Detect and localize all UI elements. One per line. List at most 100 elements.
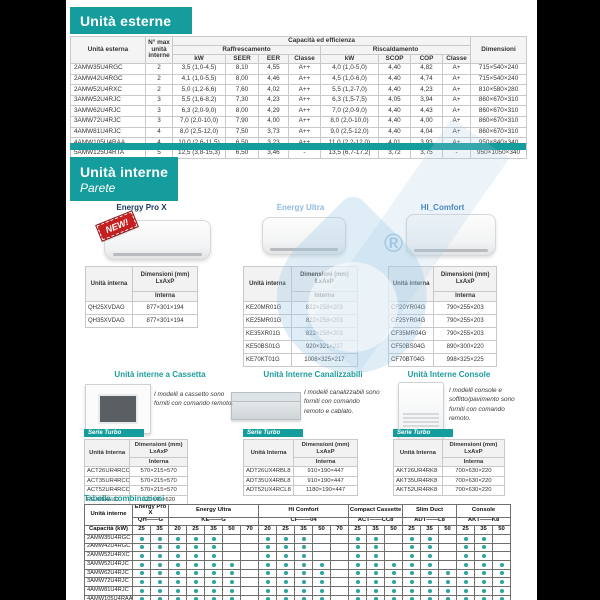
combos-cell: [384, 559, 404, 570]
compatibility-dot-icon: [319, 580, 324, 585]
compatibility-dot-icon: [499, 562, 504, 567]
combos-cell: [258, 577, 278, 587]
table-cell: A++: [288, 84, 321, 96]
wall-unit-vent: [269, 248, 339, 251]
combos-cell: [150, 568, 169, 579]
combos-cell: [258, 551, 278, 561]
table-cell: 3AMW62U4RJC: [70, 105, 146, 117]
compatibility-dot-icon: [229, 562, 234, 567]
compatibility-dot-icon: [481, 597, 486, 600]
combos-table-body: 2AMW35U4RGC 2AMW42U4RGC 2AMW52U4RXC 3AMW52U…: [84, 533, 512, 600]
compatibility-dot-icon: [391, 597, 396, 600]
energy-ultra-unit-image: [262, 217, 346, 255]
compatibility-dot-icon: [265, 554, 270, 559]
compatibility-dot-icon: [175, 562, 180, 567]
compatibility-dot-icon: [157, 545, 162, 550]
energy-pro-x-table-body: QH25XVDAG 877×301×194 QH35XVDAG 877×301×194: [84, 301, 198, 328]
combos-cell: [474, 542, 494, 553]
combos-cell: [294, 585, 314, 596]
combos-row-label: 4AMW81U4RJC: [84, 585, 133, 596]
table-row: ACT35UR4RCC8 570×215×570: [83, 475, 188, 486]
table-cell: ADT52UX4RCL8: [242, 485, 295, 496]
combos-row: 3AMW52U4RJC: [84, 559, 512, 570]
compatibility-dot-icon: [481, 545, 486, 550]
compatibility-dot-icon: [463, 571, 468, 576]
table-cell: 1008×325×217: [290, 353, 359, 367]
compatibility-dot-icon: [463, 554, 468, 559]
combos-cell: [402, 577, 422, 587]
combos-cell: [348, 542, 368, 553]
col-header-interna: Interna: [290, 291, 359, 302]
combos-capacity-header: 35: [150, 524, 169, 535]
compatibility-dot-icon: [265, 588, 270, 593]
combos-cell: [294, 577, 314, 587]
compatibility-dot-icon: [139, 545, 144, 550]
table-row: AKT52UR4RK8 700×630×220: [393, 485, 506, 496]
combos-cell: [330, 559, 350, 570]
table-cell: 4,0 (1,0-5,0): [320, 63, 379, 75]
combos-capacity-header: 35: [366, 524, 386, 535]
table-cell: ACT35UR4RCC8: [83, 475, 131, 486]
compatibility-dot-icon: [139, 571, 144, 576]
table-cell: 822×258×203: [290, 327, 359, 341]
compatibility-dot-icon: [409, 588, 414, 593]
combos-cell: [239, 568, 260, 579]
col-header-indoor-unit: Unità interna: [84, 266, 134, 302]
compatibility-dot-icon: [301, 554, 306, 559]
compatibility-dot-icon: [481, 588, 486, 593]
compatibility-dot-icon: [283, 597, 288, 600]
compatibility-dot-icon: [211, 571, 216, 576]
table-cell: QH25XVDAG: [84, 301, 134, 315]
col-header-kw-heat: kW: [320, 54, 379, 64]
table-cell: 4,40: [378, 115, 411, 128]
table-row: ACT26UR4RCC8 570×215×570: [83, 466, 188, 477]
table-cell: CF50BS04G: [387, 340, 435, 354]
energy-ultra-table-body: KE20MR01G 822×258×203 KE25MR01G 822×258×203…: [243, 301, 359, 367]
compatibility-dot-icon: [211, 580, 216, 585]
combos-cell: [239, 542, 260, 553]
table-row: 4AMW81U4RJC 4 8,0 (2,5-12,0) 7,50 3,73 A++ 9,0…: [70, 126, 528, 139]
table-cell: 4,40: [378, 126, 411, 139]
compatibility-dot-icon: [445, 588, 450, 593]
combos-cell: [132, 577, 151, 587]
table-row: KE20MR01G 822×258×203: [243, 301, 359, 315]
table-cell: 4,55: [258, 63, 289, 75]
compatibility-dot-icon: [355, 597, 360, 600]
console-table-body: AKT26UR4RK8 700×630×220 AKT35UR4RK8 700×630…: [393, 466, 506, 496]
combos-title: Tabella combinazioni: [84, 494, 165, 503]
table-cell: A+: [441, 126, 472, 139]
canalizzabili-section-title: Unità Interne Canalizzabili: [263, 370, 363, 379]
combos-cell: [312, 594, 332, 600]
table-cell: A++: [288, 63, 321, 75]
compatibility-dot-icon: [391, 571, 396, 576]
outdoor-section-title: Unità esterne: [80, 12, 172, 29]
combos-cell: [384, 568, 404, 579]
combos-group-header: Hi Comfort: [258, 504, 350, 518]
combos-row: 2AMW35U4RGC: [84, 533, 512, 544]
combos-capacity-header: 20: [168, 524, 187, 535]
compatibility-dot-icon: [409, 554, 414, 559]
compatibility-dot-icon: [139, 562, 144, 567]
combos-capacity-header: 50: [384, 524, 404, 535]
compatibility-dot-icon: [139, 588, 144, 593]
table-cell: 8,0 (2,5-12,0): [172, 126, 226, 139]
compatibility-dot-icon: [481, 562, 486, 567]
combos-group-code: CF——04: [258, 516, 350, 526]
table-row: KE25MR01G 822×258×203: [243, 314, 359, 328]
combos-cell: [330, 542, 350, 553]
table-cell: 4,23: [258, 94, 289, 107]
table-cell: CF25YR04G: [387, 314, 435, 328]
outdoor-units-table: Unità esterna N° max unità interne Capac…: [70, 36, 528, 160]
product-title-hi-comfort: HI_Comfort: [420, 203, 465, 212]
combos-cell: [492, 551, 512, 561]
canalizzabili-description: I modelli canalizzabili sono forniti con…: [304, 389, 380, 415]
combos-capacity-header: 70: [239, 524, 260, 535]
compatibility-dot-icon: [409, 562, 414, 567]
table-row: 3AMW72U4RJC 3 7,0 (2,0-10,0) 7,90 4,00 A++ 8,0…: [70, 115, 528, 128]
canalizzabili-table-body: ADT26UX4RBL8 910×190×447 ADT35UX4RBL8 910×1…: [242, 466, 358, 496]
compatibility-dot-icon: [301, 597, 306, 600]
table-cell: 4,5 (1,0-6,0): [320, 73, 379, 86]
combos-cell: [384, 594, 404, 600]
combos-cell: [186, 577, 205, 587]
cassetta-table-body: ACT26UR4RCC8 570×215×570 ACT35UR4RCC8 570×2…: [83, 466, 188, 505]
